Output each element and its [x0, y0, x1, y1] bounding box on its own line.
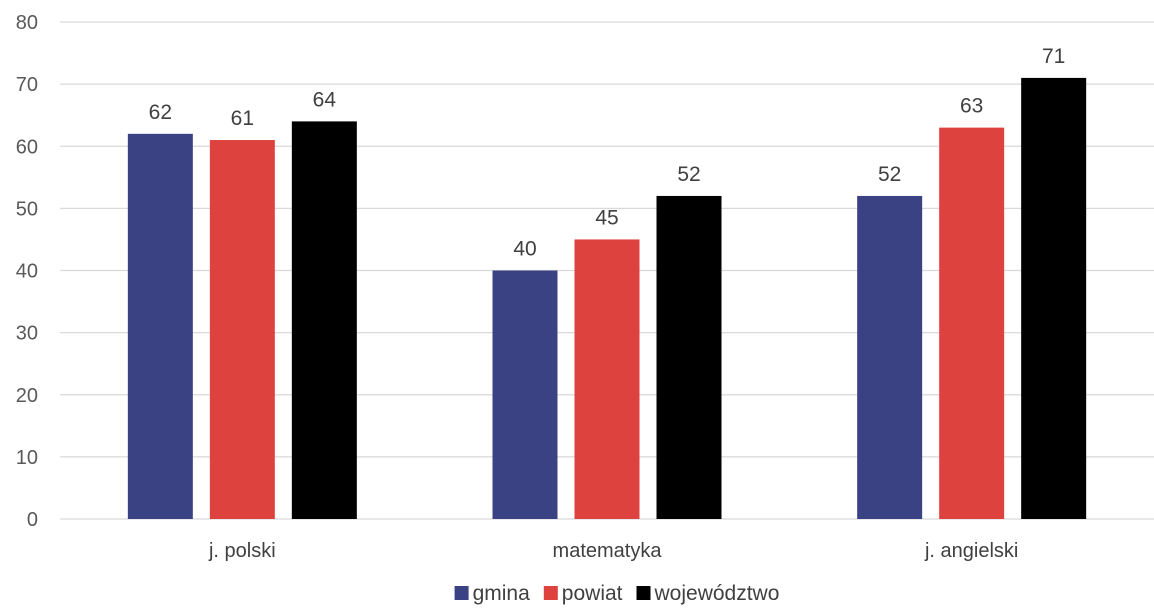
- legend-item-gmina: gmina: [454, 582, 531, 605]
- legend-label: gmina: [473, 582, 531, 605]
- y-tick-label: 0: [27, 509, 38, 531]
- category-label: matematyka: [553, 540, 663, 562]
- y-tick-label: 60: [16, 136, 38, 158]
- bar-województwo-1: [656, 195, 722, 519]
- y-tick-label: 70: [16, 74, 38, 96]
- legend: gmina powiat województwo: [454, 582, 780, 605]
- data-label: 71: [1042, 45, 1065, 68]
- data-label: 40: [513, 238, 536, 261]
- bar-powiat-1: [574, 239, 640, 519]
- bar-gmina-1: [492, 270, 558, 519]
- data-labels: 62 61 64 40 45 52 52 63 71: [149, 45, 1066, 261]
- y-tick-label: 30: [16, 323, 38, 345]
- category-label: j. angielski: [924, 540, 1018, 562]
- data-label: 52: [878, 163, 901, 186]
- legend-swatch: [636, 586, 651, 600]
- bar-gmina-2: [857, 195, 923, 519]
- data-label: 62: [149, 101, 172, 124]
- legend-swatch: [543, 586, 558, 600]
- legend-swatch: [454, 586, 469, 600]
- bar-powiat-0: [209, 140, 275, 519]
- y-axis-ticks: 0 10 20 30 40 50 60 70 80: [16, 12, 38, 531]
- data-label: 61: [231, 107, 254, 130]
- bar-gmina-0: [127, 133, 193, 519]
- bar-województwo-0: [291, 121, 357, 520]
- data-label: 45: [595, 206, 618, 229]
- legend-label: województwo: [654, 582, 780, 605]
- bar-powiat-2: [939, 127, 1005, 520]
- y-tick-label: 20: [16, 385, 38, 407]
- data-label: 64: [313, 88, 337, 111]
- y-tick-label: 80: [16, 12, 38, 34]
- data-label: 52: [677, 163, 700, 186]
- y-tick-label: 50: [16, 198, 38, 220]
- y-tick-label: 40: [16, 261, 38, 283]
- legend-item-województwo: województwo: [636, 582, 780, 605]
- bars: [127, 77, 1087, 520]
- x-axis-categories: j. polski matematyka j. angielski: [208, 540, 1018, 562]
- legend-label: powiat: [562, 582, 623, 605]
- bar-województwo-2: [1021, 77, 1087, 519]
- y-tick-label: 10: [16, 447, 38, 469]
- legend-item-powiat: powiat: [543, 582, 623, 605]
- category-label: j. polski: [208, 540, 276, 562]
- data-label: 63: [960, 95, 983, 118]
